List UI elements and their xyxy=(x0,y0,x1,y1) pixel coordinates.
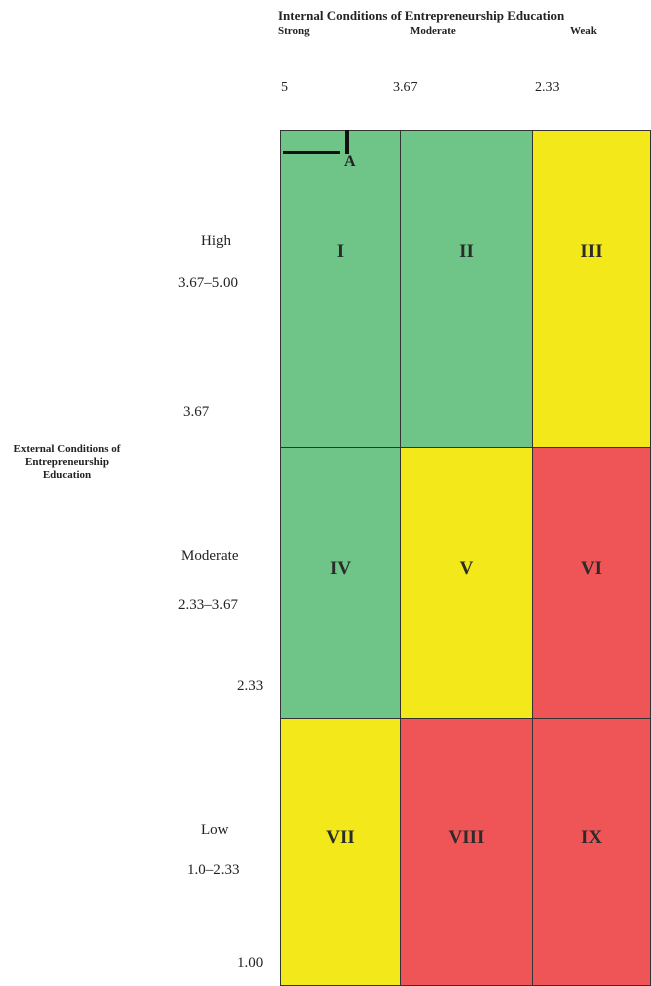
cell-label-v: V xyxy=(459,558,474,579)
matrix-cell-i: I xyxy=(280,130,401,448)
internal-conditions-title: Internal Conditions of Entrepreneurship … xyxy=(278,8,565,23)
row-range-high: 3.67–5.00 xyxy=(178,275,238,291)
column-label-weak: Weak xyxy=(570,25,597,37)
column-label-strong: Strong xyxy=(278,25,310,37)
matrix-cell-ix: IX xyxy=(532,718,651,986)
scale-value-5: 5 xyxy=(281,80,288,95)
cell-label-viii: VIII xyxy=(448,827,485,848)
matrix-cell-ii: II xyxy=(400,130,533,448)
cell-label-vii: VII xyxy=(326,827,355,848)
row-label-moderate: Moderate xyxy=(181,548,239,564)
cell-label-iv: IV xyxy=(329,558,352,579)
row-boundary-moderate: 2.33 xyxy=(237,678,264,694)
row-label-high: High xyxy=(201,233,231,249)
matrix-cell-vii: VII xyxy=(280,718,401,986)
cell-label-vi: VI xyxy=(580,558,603,579)
row-range-moderate: 2.33–3.67 xyxy=(178,597,238,613)
matrix-cell-v: V xyxy=(400,447,533,719)
cell-label-i: I xyxy=(336,241,345,262)
matrix-cell-vi: VI xyxy=(532,447,651,719)
cell-label-iii: III xyxy=(580,241,603,262)
matrix-cell-iii: III xyxy=(532,130,651,448)
marker-line-horizontal xyxy=(283,151,340,154)
matrix-cell-iv: IV xyxy=(280,447,401,719)
row-label-low: Low xyxy=(201,822,229,838)
row-boundary-low: 1.00 xyxy=(237,955,264,971)
cell-label-ix: IX xyxy=(580,827,603,848)
scale-value-3-67: 3.67 xyxy=(393,80,418,95)
cell-label-ii: II xyxy=(459,241,474,262)
matrix-cell-viii: VIII xyxy=(400,718,533,986)
marker-line-vertical xyxy=(345,130,349,154)
column-label-moderate: Moderate xyxy=(410,25,456,37)
external-conditions-label: External Conditions of Entrepreneurship … xyxy=(13,443,121,482)
marker-label-a: A xyxy=(344,153,356,170)
scale-value-2-33: 2.33 xyxy=(535,80,560,95)
row-boundary-high: 3.67 xyxy=(183,404,210,420)
row-range-low: 1.0–2.33 xyxy=(187,862,240,878)
